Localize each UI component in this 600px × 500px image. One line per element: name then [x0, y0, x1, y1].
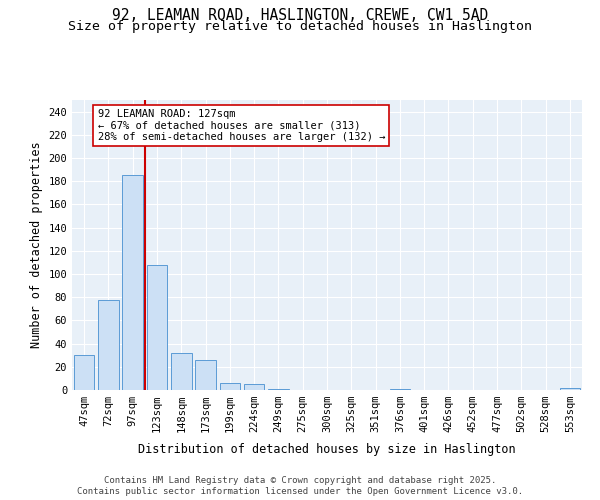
Text: Size of property relative to detached houses in Haslington: Size of property relative to detached ho… [68, 20, 532, 33]
Bar [244, 384, 265, 390]
Text: 92, LEAMAN ROAD, HASLINGTON, CREWE, CW1 5AD: 92, LEAMAN ROAD, HASLINGTON, CREWE, CW1 … [112, 8, 488, 22]
Bar [195, 360, 216, 390]
Text: Contains public sector information licensed under the Open Government Licence v3: Contains public sector information licen… [77, 488, 523, 496]
Text: 92 LEAMAN ROAD: 127sqm
← 67% of detached houses are smaller (313)
28% of semi-de: 92 LEAMAN ROAD: 127sqm ← 67% of detached… [97, 108, 385, 142]
Bar [171, 353, 191, 390]
Bar [74, 355, 94, 390]
Bar [146, 264, 167, 390]
Bar [220, 383, 240, 390]
Bar [98, 300, 119, 390]
Bar [122, 176, 143, 390]
Bar [389, 389, 410, 390]
Text: Contains HM Land Registry data © Crown copyright and database right 2025.: Contains HM Land Registry data © Crown c… [104, 476, 496, 485]
Bar [560, 388, 580, 390]
Bar [268, 389, 289, 390]
Text: Distribution of detached houses by size in Haslington: Distribution of detached houses by size … [138, 442, 516, 456]
Y-axis label: Number of detached properties: Number of detached properties [30, 142, 43, 348]
